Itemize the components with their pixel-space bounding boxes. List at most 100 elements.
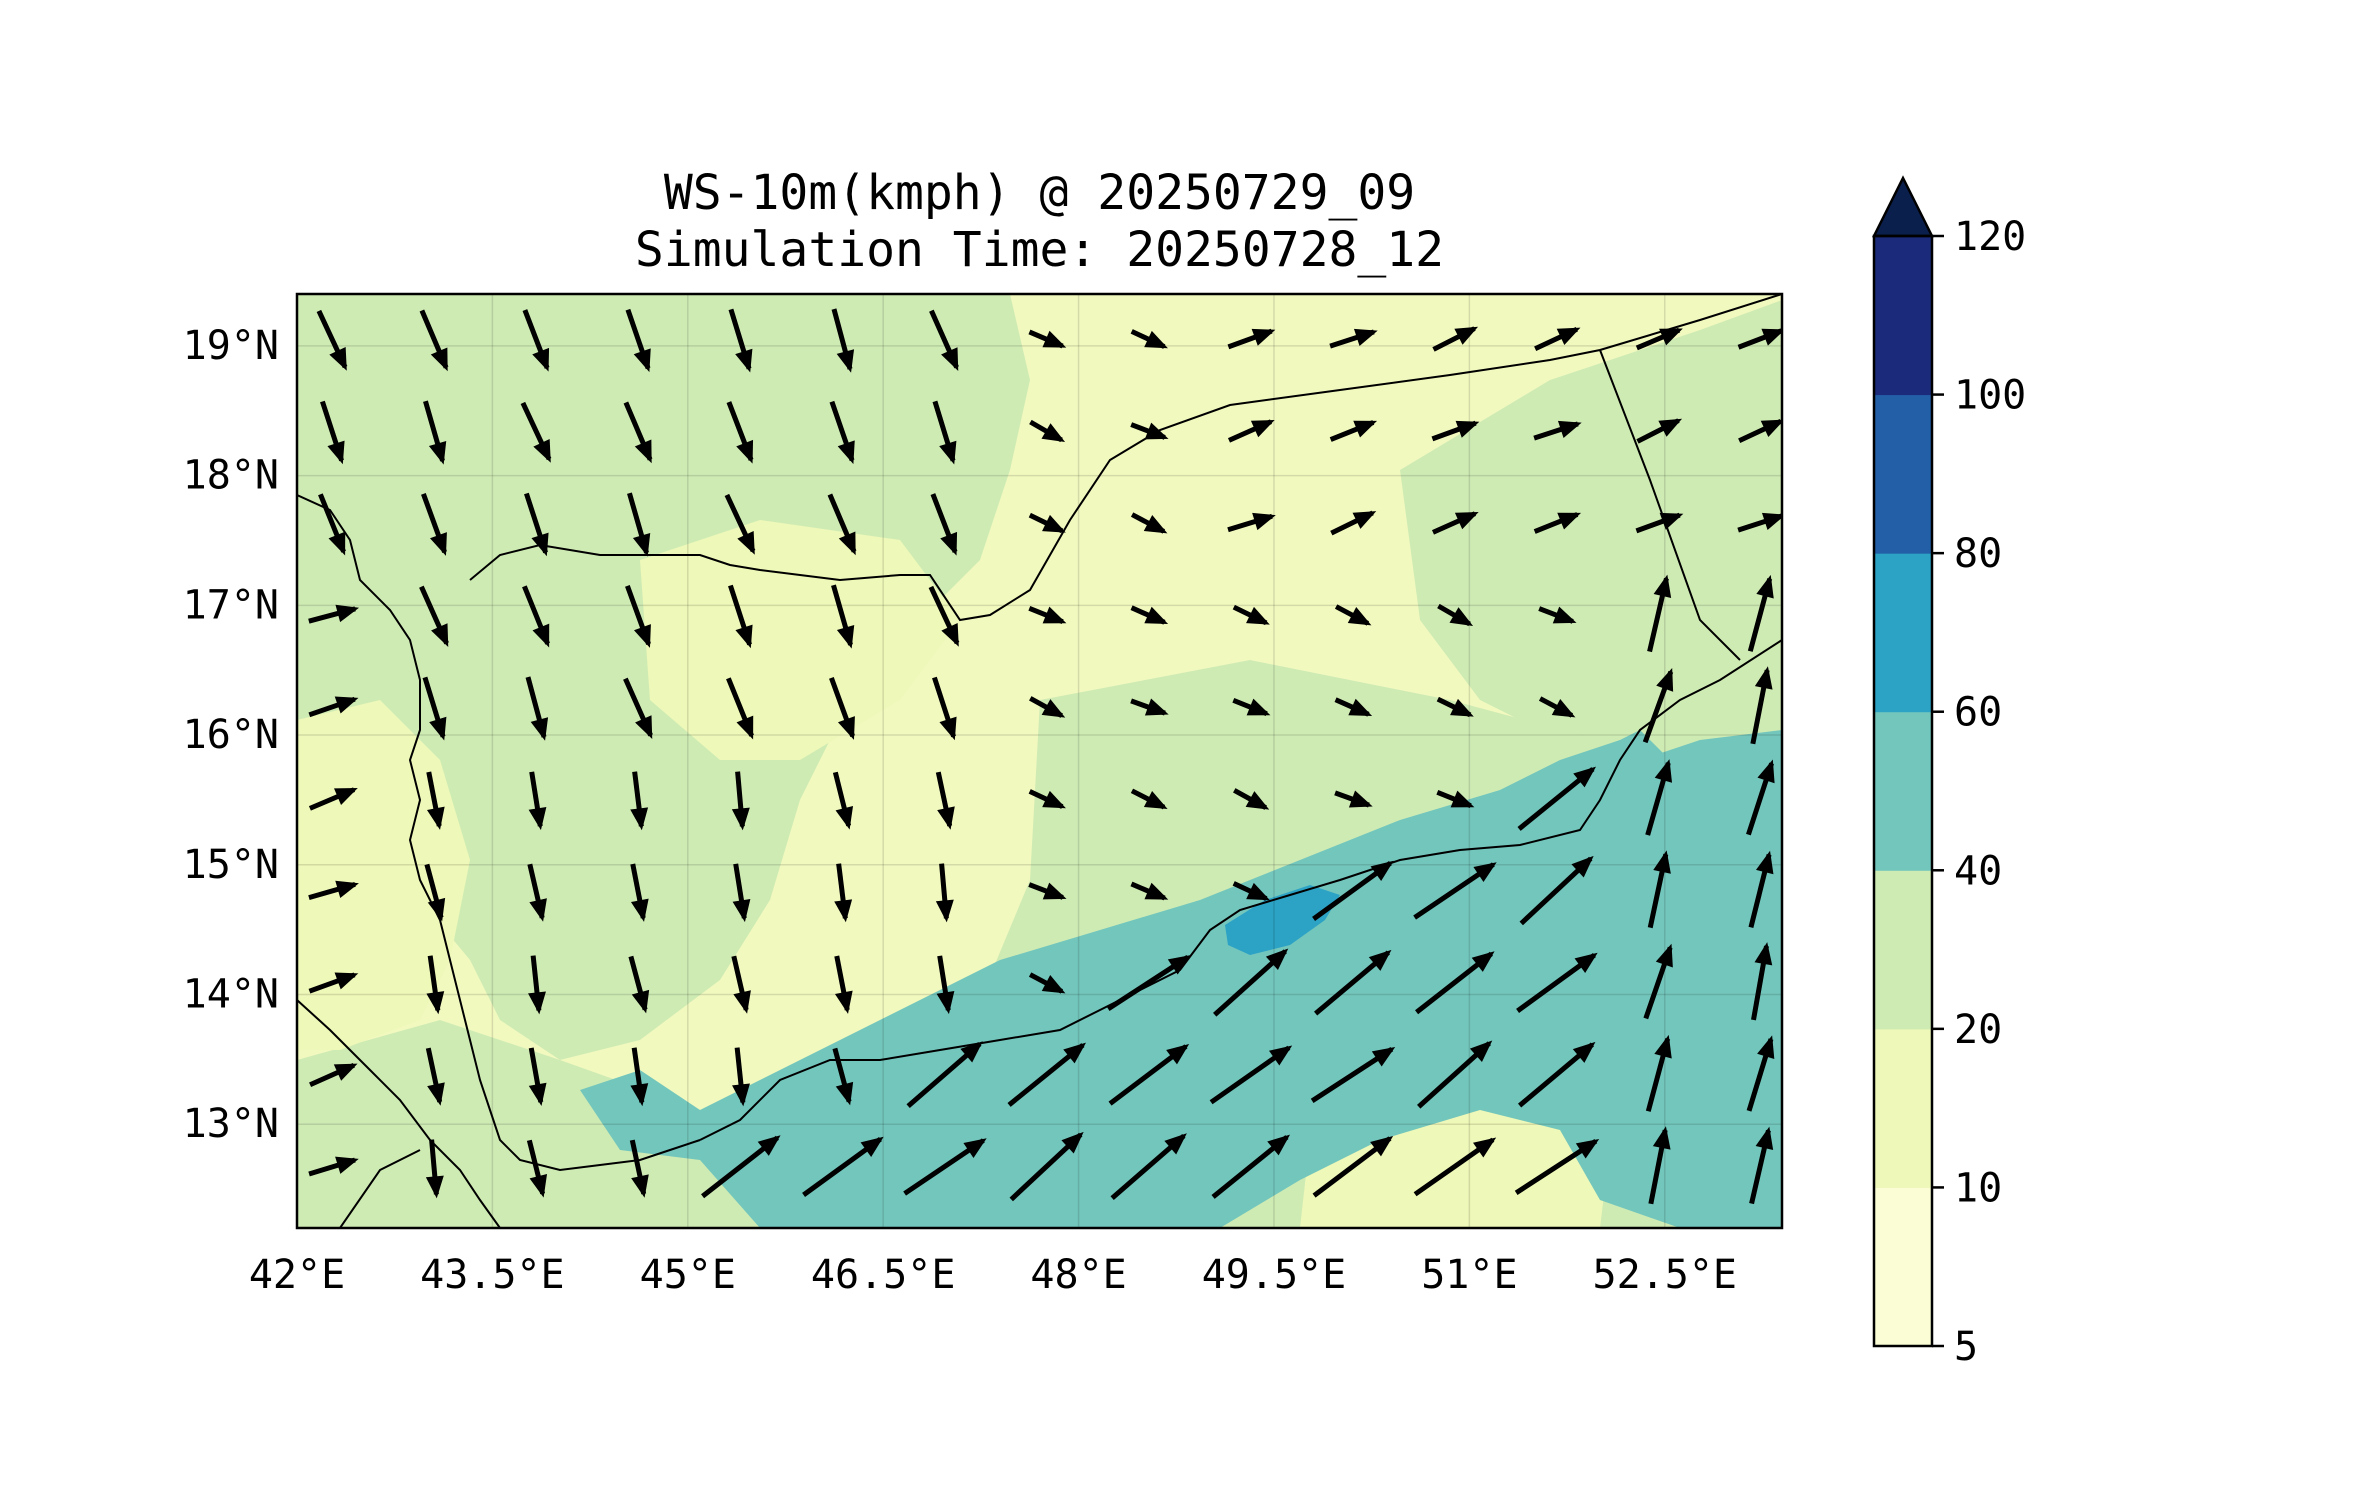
longitude-tick-label: 49.5°E — [1202, 1252, 1347, 1298]
red-sea-coastline — [297, 494, 701, 1172]
wind-vector-arrow — [1538, 696, 1576, 718]
wind-vector-arrow — [1227, 419, 1275, 443]
wind-vector-arrow — [522, 585, 550, 648]
contour-band-10-20-interior — [640, 520, 960, 760]
wind-vector-arrow — [831, 584, 855, 649]
wind-vector-arrow — [627, 492, 651, 557]
wind-vector-arrow — [1130, 422, 1169, 440]
wind-vector-arrow — [1211, 1134, 1291, 1199]
wind-vector-arrow — [630, 771, 649, 831]
wind-vector-arrow — [1737, 328, 1782, 350]
wind-vector-arrow — [1029, 419, 1066, 443]
wind-vector-arrow — [1533, 420, 1582, 441]
wind-vector-arrow — [832, 1047, 854, 1106]
wind-vector-arrow — [1312, 1136, 1394, 1198]
wind-vector-arrow — [425, 1047, 445, 1106]
wind-vector-arrow — [1751, 942, 1773, 1021]
wind-vector-arrow — [1007, 1042, 1087, 1107]
wind-vector-arrow — [528, 771, 547, 831]
colorbar-tick-label: 60 — [1954, 690, 2002, 736]
wind-vector-arrow — [1643, 943, 1673, 1020]
wind-vector-arrow — [829, 400, 855, 465]
wind-vector-arrow — [1329, 328, 1378, 349]
wind-vector-arrow — [1130, 698, 1169, 716]
djibouti-border — [339, 1149, 421, 1228]
wind-vector-arrow — [1516, 952, 1598, 1013]
wind-vector-arrow — [308, 696, 359, 718]
wind-speed-contours — [297, 294, 1782, 1228]
colorbar-tick-label: 10 — [1954, 1165, 2002, 1211]
wind-vector-arrow — [731, 955, 751, 1014]
wind-vector-arrow — [318, 493, 346, 556]
wind-vector-arrow — [832, 771, 854, 830]
longitude-tick-label: 48°E — [1030, 1252, 1126, 1298]
wind-vector-arrow — [928, 585, 960, 647]
wind-vector-arrow — [628, 955, 650, 1014]
longitude-tick-labels: 42°E 43.5°E 45°E 46.5°E 48°E 49.5°E 51°E 52.5°E — [249, 1252, 1737, 1298]
wind-vector-arrow — [1647, 574, 1672, 653]
wind-vector-arrow — [1314, 949, 1392, 1016]
wind-vector-arrow — [424, 863, 446, 922]
wind-vector-arrow — [1746, 1035, 1775, 1112]
wind-vector-arrow — [728, 308, 753, 373]
wind-vector-arrow — [1329, 420, 1378, 442]
wind-vector-arrow — [419, 585, 449, 647]
longitude-tick-label: 46.5°E — [811, 1252, 956, 1298]
latitude-tick-label: 19°N — [183, 323, 279, 369]
wind-vector-arrow — [1747, 574, 1774, 652]
colorbar-tick-label: 20 — [1954, 1007, 2002, 1053]
map-title-line-1: WS-10m(kmph) @ 20250729_09 — [663, 165, 1416, 221]
wind-vector-arrow — [932, 400, 957, 465]
wind-vector-arrow — [419, 309, 449, 372]
wind-vector-arrow — [1232, 604, 1270, 626]
wind-vector-arrow — [1227, 328, 1276, 350]
colorbar-frame — [1872, 234, 1934, 1348]
wind-vector-arrow — [1645, 1034, 1672, 1112]
map-frame — [295, 292, 1784, 1230]
wind-vector-arrow — [629, 1139, 649, 1198]
wind-vector-arrow — [1645, 759, 1673, 836]
wind-vector-arrow — [1431, 420, 1480, 442]
wind-vector-arrow — [802, 1136, 884, 1197]
colorbar-segment — [1874, 236, 1932, 396]
wind-vector-field — [308, 308, 1782, 1205]
wind-vector-arrow — [1636, 418, 1683, 444]
yemen-oman-border — [1599, 349, 1741, 661]
wind-vector-arrow — [1436, 696, 1474, 718]
wind-vector-arrow — [421, 493, 447, 556]
colorbar-tick-label: 80 — [1954, 531, 2002, 577]
longitude-tick-label: 42°E — [249, 1252, 345, 1298]
longitude-tick-label: 43.5°E — [420, 1252, 565, 1298]
wind-vector-arrow — [903, 1138, 987, 1196]
wind-vector-arrow — [1232, 697, 1271, 717]
contour-band-40-60-mahrah — [1640, 730, 1782, 900]
wind-vector-arrow — [425, 1139, 444, 1199]
wind-vector-arrow — [1635, 512, 1684, 534]
wind-vector-arrow — [320, 400, 345, 465]
wind-vector-arrow — [1538, 606, 1577, 624]
wind-vector-arrow — [1130, 512, 1168, 534]
wind-vector-arrow — [1227, 512, 1276, 533]
wind-vector-arrow — [1209, 1045, 1293, 1105]
gulf-of-aden-coastline — [699, 639, 1782, 1141]
wind-vector-arrow — [728, 584, 753, 649]
wind-vector-arrow — [630, 1047, 649, 1107]
wind-vector-arrow — [936, 955, 955, 1015]
colorbar-tick-label: 5 — [1954, 1324, 1978, 1370]
wind-vector-arrow — [1748, 850, 1774, 928]
contour-band-20-40-northeast — [1400, 300, 1782, 760]
latitude-tick-label: 14°N — [183, 972, 279, 1018]
wind-vector-arrow — [423, 400, 447, 465]
wind-vector-arrow — [701, 1135, 781, 1199]
wind-vector-arrow — [1213, 948, 1289, 1017]
latitude-tick-label: 17°N — [183, 582, 279, 628]
wind-vector-arrow — [1232, 881, 1270, 901]
wind-vector-arrow — [625, 308, 651, 373]
wind-vector-arrow — [1533, 512, 1582, 534]
wind-vector-arrow — [1029, 696, 1066, 718]
wind-vector-arrow — [1415, 951, 1495, 1015]
wind-vector-arrow — [528, 1047, 547, 1107]
wind-vector-arrow — [1130, 329, 1168, 349]
wind-vector-arrow — [316, 309, 348, 371]
wind-vector-arrow — [731, 771, 750, 831]
